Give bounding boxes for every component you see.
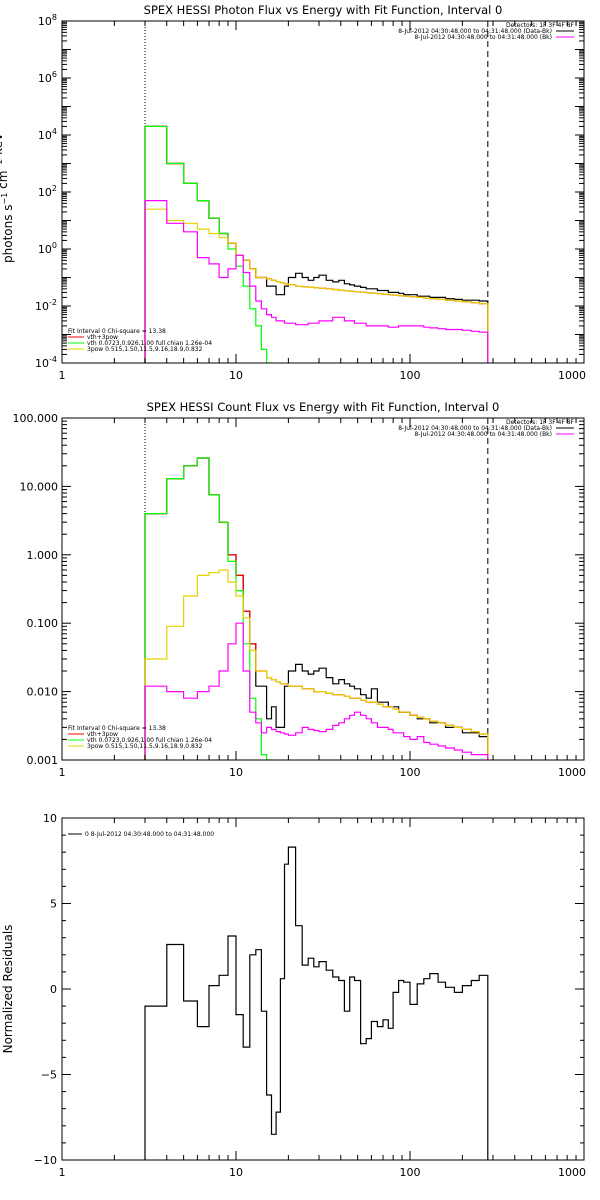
plot-area — [144, 21, 489, 363]
y-tick-label: 104 — [38, 127, 57, 142]
y-tick-label: 0.100 — [27, 617, 59, 630]
y-tick-label: 5 — [50, 898, 57, 911]
y-tick-label: 108 — [38, 13, 57, 28]
legend-entry-text: 3pow 0.515,1.50,11.5,9.16,18.9,0.832 — [87, 346, 203, 353]
legend-entry-text: vth+3pow — [87, 731, 118, 738]
x-tick-label: 1 — [59, 1166, 66, 1179]
y-tick-label: −10 — [34, 1154, 57, 1167]
chart-panel-2: SPEX HESSI Count Flux vs Energy with Fit… — [13, 400, 587, 779]
series-line-3 — [144, 125, 273, 363]
plot-frame — [61, 417, 585, 761]
x-tick-label: 1000 — [558, 1166, 586, 1179]
x-tick-label: 10 — [229, 766, 243, 779]
legend-entry-text: vth 0.0723,0.926,1.00 full chian 1.26e-0… — [87, 340, 212, 347]
y-tick-label: 106 — [38, 70, 57, 85]
y-tick-label: 10.000 — [20, 480, 59, 493]
y-tick-label: 100.000 — [13, 412, 59, 425]
series-line-4 — [144, 569, 489, 760]
series-line-1 — [144, 457, 489, 760]
legend-entry-text: 8-Jul-2012 04:30:48.000 to 04:31:48.000 … — [414, 431, 552, 438]
y-axis-label: photons s−1 cm−2 keV−1 — [0, 121, 15, 263]
x-tick-label: 10 — [229, 369, 243, 382]
legend-entry-text: 8-Jul-2012 04:30:48.000 to 04:31:48.000 … — [398, 28, 552, 35]
x-tick-label: 100 — [400, 766, 421, 779]
legend-fit-info: Fit Interval 0 Chi-square = 13.38 — [68, 725, 166, 732]
legend-fit-info: Fit Interval 0 Chi-square = 13.38 — [68, 328, 166, 335]
series-line-1 — [144, 125, 489, 363]
legend-detectors: Detectors: 1F 3F 4F 8F — [506, 419, 575, 426]
y-tick-label: 0.010 — [27, 686, 59, 699]
y-tick-label: 10 — [43, 812, 57, 825]
x-tick-label: 10 — [229, 1166, 243, 1179]
plot-frame — [61, 817, 585, 1161]
chart-panel-3: 1 10 100 1000 −10 −5 0 5 10 Normalized Residuals 0… — [1, 812, 586, 1179]
chart-title: SPEX HESSI Count Flux vs Energy with Fit… — [147, 400, 500, 414]
y-tick-label: 100 — [38, 241, 57, 256]
y-tick-label: 102 — [38, 184, 57, 199]
legend-detectors: Detectors: 1F 3F 4F 8F — [506, 22, 575, 29]
y-tick-label: 10-2 — [35, 298, 57, 313]
x-tick-label: 1000 — [558, 369, 586, 382]
series-line-2 — [144, 457, 489, 760]
legend-entry-text: 8-Jul-2012 04:30:48.000 to 04:31:48.000 … — [398, 425, 552, 432]
plot-frame — [61, 20, 585, 364]
y-tick-label: 10-4 — [35, 355, 57, 370]
legend-entry-text: vth+3pow — [87, 334, 118, 341]
legend-entry-text: 8-Jul-2012 04:30:48.000 to 04:31:48.000 … — [414, 34, 552, 41]
y-tick-label: 0 — [50, 983, 57, 996]
legend-entry-text: vth 0.0723,0.926,1.00 full chian 1.26e-0… — [87, 737, 212, 744]
x-tick-label: 100 — [400, 1166, 421, 1179]
plot-area — [144, 418, 489, 760]
series-line-1 — [144, 846, 489, 1160]
y-tick-label: 1.000 — [27, 549, 59, 562]
y-axis-label: Normalized Residuals — [1, 925, 15, 1054]
x-tick-label: 1 — [59, 766, 66, 779]
y-tick-label: 0.001 — [27, 754, 59, 767]
chart-panel-1: SPEX HESSI Photon Flux vs Energy with Fi… — [0, 3, 586, 382]
series-line-2 — [144, 125, 489, 363]
legend-entry-text: 3pow 0.515,1.50,11.5,9.16,18.9,0.832 — [87, 743, 203, 750]
series-line-5 — [144, 200, 489, 363]
plot-area — [144, 846, 489, 1160]
series-line-4 — [144, 208, 489, 363]
x-tick-label: 1 — [59, 369, 66, 382]
x-tick-label: 1000 — [558, 766, 586, 779]
series-line-3 — [144, 457, 273, 760]
chart-title: SPEX HESSI Photon Flux vs Energy with Fi… — [144, 3, 503, 17]
series-line-5 — [144, 622, 489, 760]
y-tick-label: −5 — [41, 1069, 57, 1082]
x-tick-label: 100 — [400, 369, 421, 382]
legend-entry-text: 0 8-Jul-2012 04:30:48.000 to 04:31:48.00… — [85, 831, 214, 838]
